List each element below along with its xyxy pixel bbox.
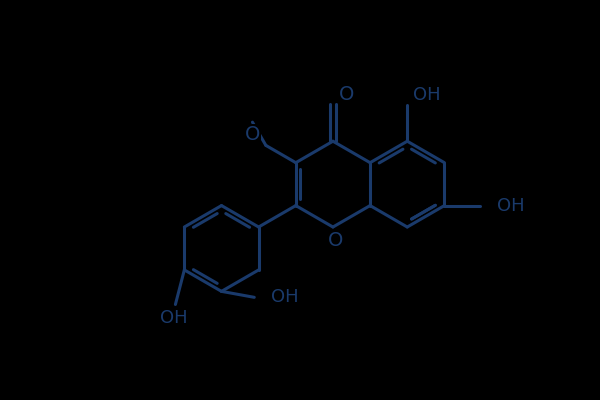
Text: OH: OH bbox=[413, 86, 441, 104]
Text: O: O bbox=[339, 85, 354, 104]
Text: OH: OH bbox=[497, 196, 524, 214]
Text: OH: OH bbox=[160, 308, 188, 326]
Text: OH: OH bbox=[271, 288, 299, 306]
Text: O: O bbox=[245, 125, 260, 144]
Text: O: O bbox=[328, 231, 343, 250]
